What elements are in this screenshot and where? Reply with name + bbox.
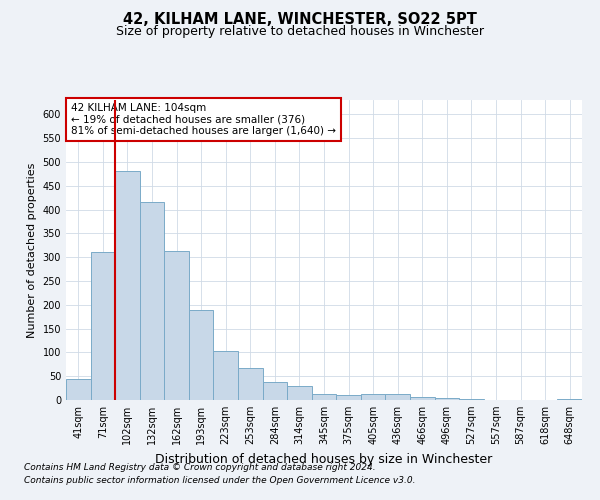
Text: Contains public sector information licensed under the Open Government Licence v3: Contains public sector information licen… (24, 476, 415, 485)
Text: Size of property relative to detached houses in Winchester: Size of property relative to detached ho… (116, 25, 484, 38)
Bar (336, 395, 361, 400)
Bar (140, 202, 164, 400)
Text: 42 KILHAM LANE: 104sqm
← 19% of detached houses are smaller (376)
81% of semi-de: 42 KILHAM LANE: 104sqm ← 19% of detached… (71, 103, 336, 136)
Bar (361, 394, 385, 400)
Bar (115, 172, 140, 400)
Bar (557, 398, 582, 400)
Bar (214, 351, 238, 400)
X-axis label: Distribution of detached houses by size in Winchester: Distribution of detached houses by size … (155, 452, 493, 466)
Bar (385, 394, 410, 400)
Text: 42, KILHAM LANE, WINCHESTER, SO22 5PT: 42, KILHAM LANE, WINCHESTER, SO22 5PT (123, 12, 477, 28)
Bar (287, 386, 312, 400)
Bar (91, 252, 115, 400)
Bar (459, 399, 484, 400)
Bar (263, 382, 287, 400)
Y-axis label: Number of detached properties: Number of detached properties (27, 162, 37, 338)
Text: Contains HM Land Registry data © Crown copyright and database right 2024.: Contains HM Land Registry data © Crown c… (24, 464, 376, 472)
Bar (238, 368, 263, 400)
Bar (434, 398, 459, 400)
Bar (189, 310, 214, 400)
Bar (66, 378, 91, 400)
Bar (312, 394, 336, 400)
Bar (164, 252, 189, 400)
Bar (410, 397, 434, 400)
